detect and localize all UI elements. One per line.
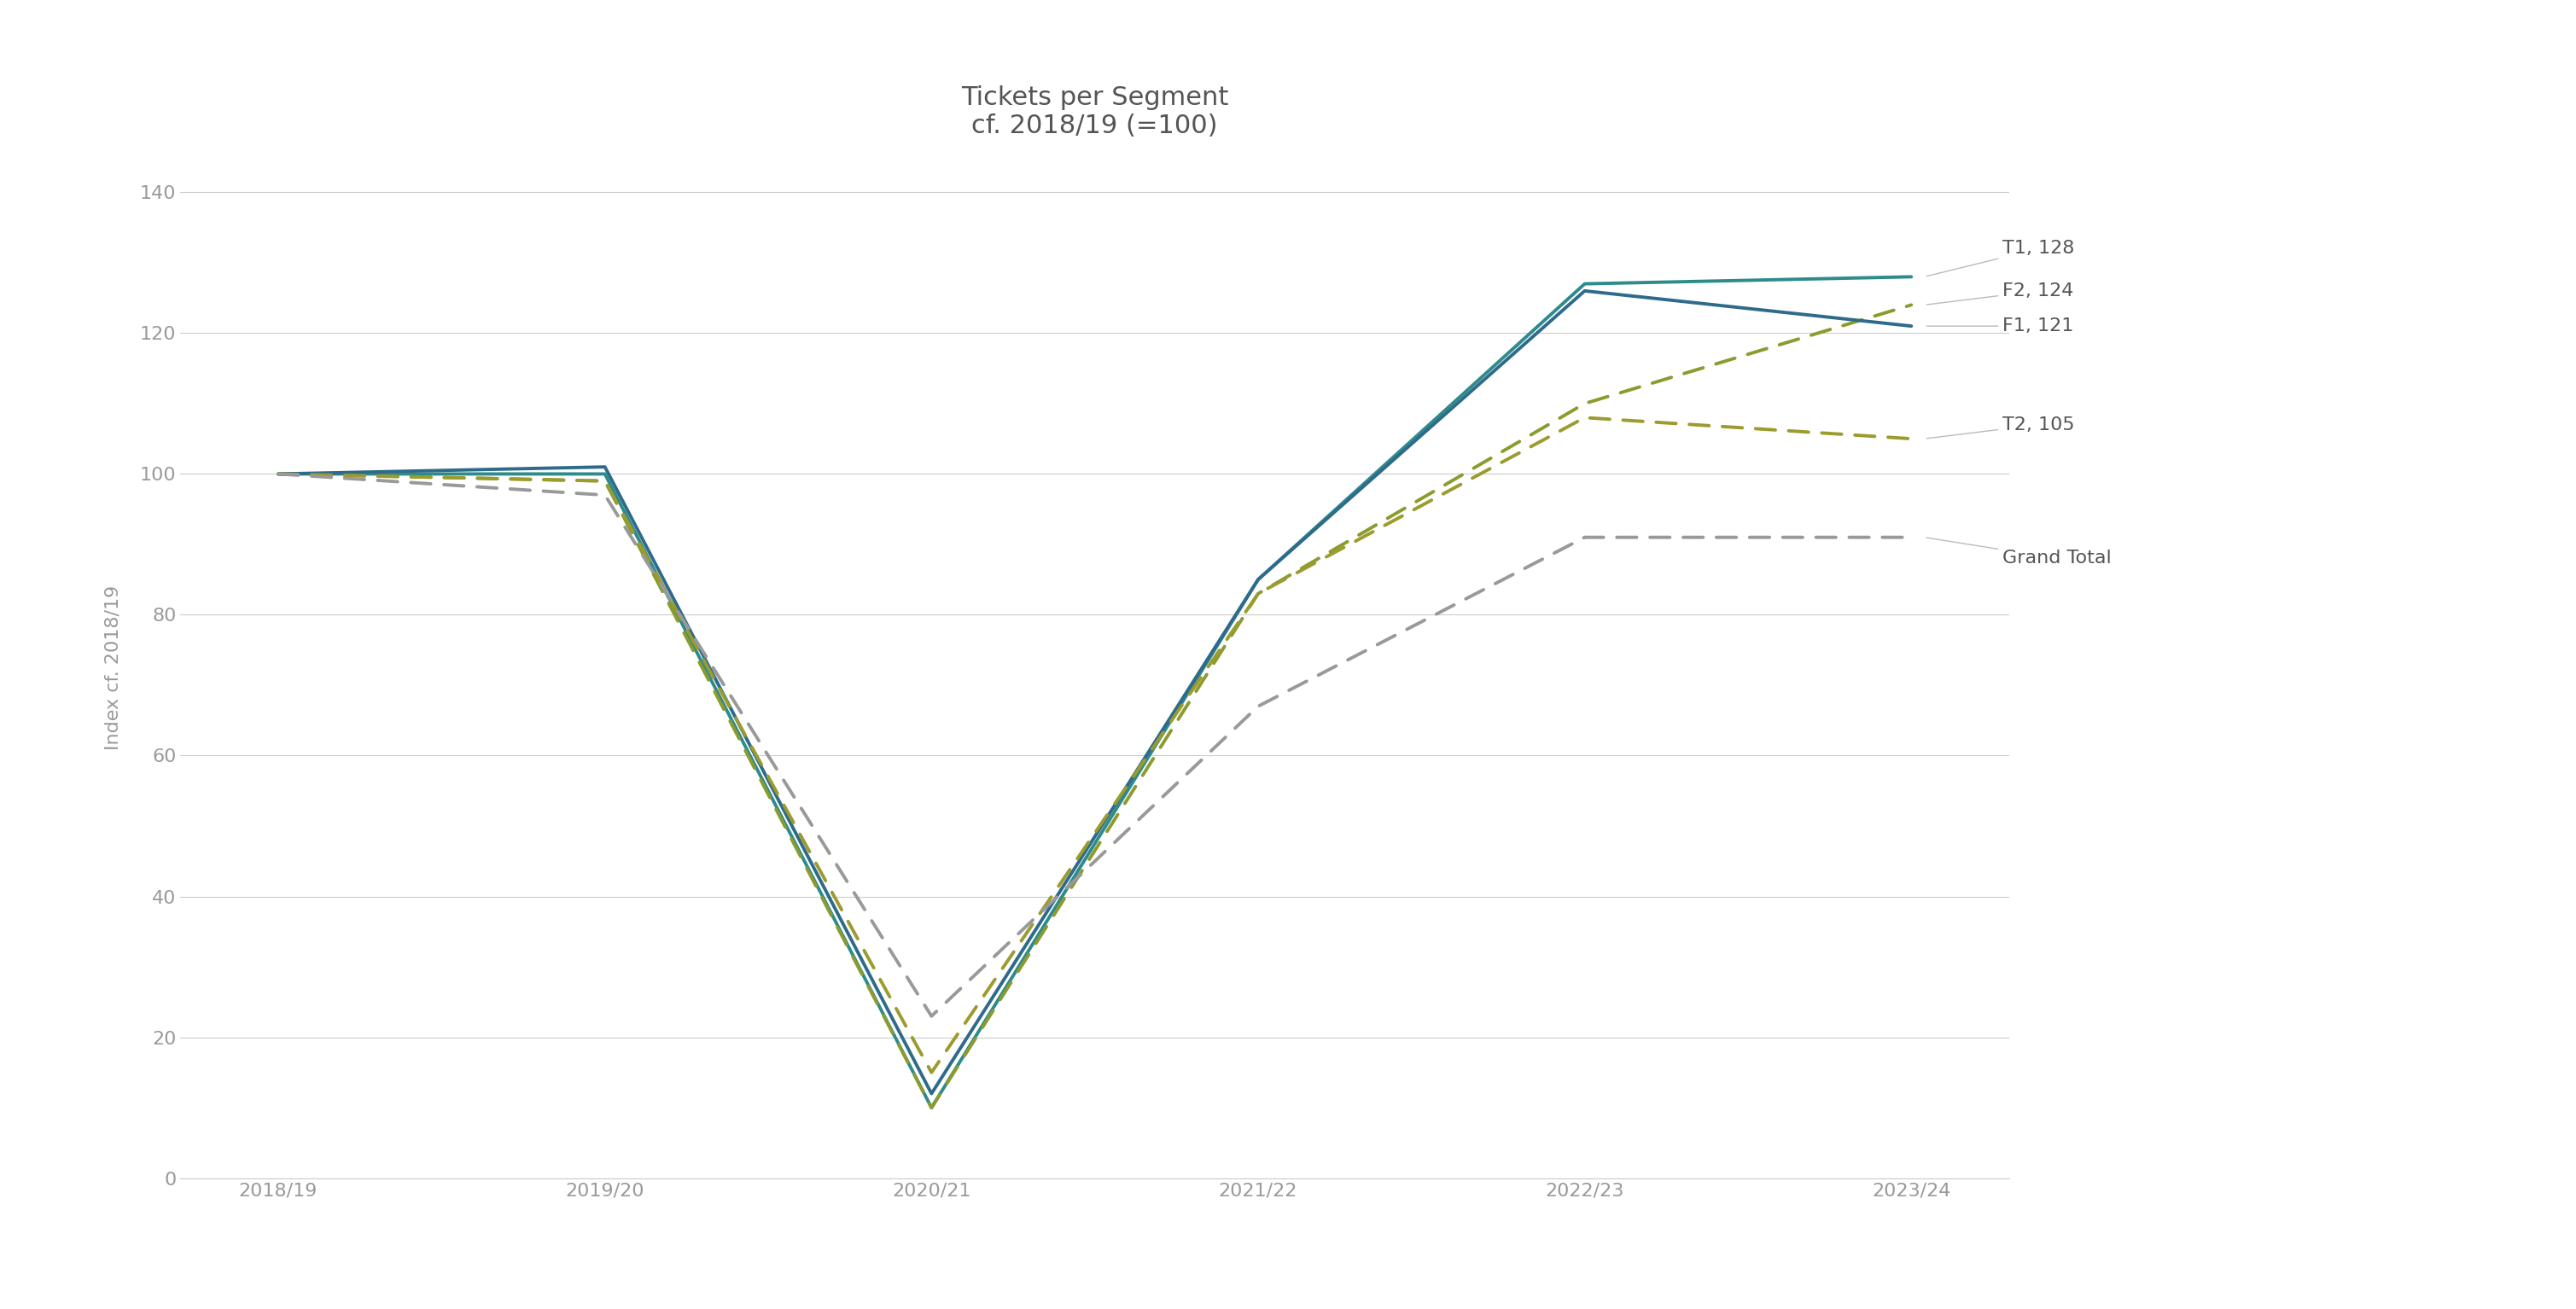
Text: F1, 121: F1, 121: [1927, 318, 2074, 335]
Text: Grand Total: Grand Total: [1927, 538, 2112, 567]
Text: F2, 124: F2, 124: [1927, 283, 2074, 305]
Text: T2, 105: T2, 105: [1927, 416, 2076, 439]
Text: T1, 128: T1, 128: [1927, 240, 2074, 276]
Title: Tickets per Segment
cf. 2018/19 (=100): Tickets per Segment cf. 2018/19 (=100): [961, 85, 1229, 139]
Y-axis label: Index cf. 2018/19: Index cf. 2018/19: [106, 585, 121, 750]
